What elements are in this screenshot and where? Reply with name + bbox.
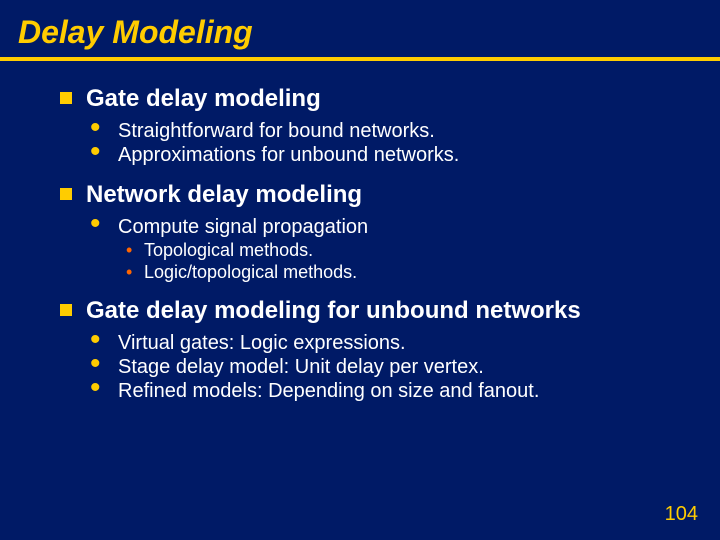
bullet-l2: Compute signal propagation <box>60 215 680 239</box>
bullet-l2-text: Stage delay model: Unit delay per vertex… <box>118 356 484 378</box>
bullet-l2: Stage delay model: Unit delay per vertex… <box>60 355 680 379</box>
bullet-l2-text: Straightforward for bound networks. <box>118 120 435 142</box>
spacer <box>60 283 680 297</box>
bullet-l1-text: Network delay modeling <box>86 181 362 208</box>
bullet-l1: Network delay modeling <box>60 181 680 209</box>
bullet-l3: Logic/topological methods. <box>60 261 680 283</box>
bullet-l3: Topological methods. <box>60 239 680 261</box>
bullet-l3-text: Logic/topological methods. <box>144 262 357 282</box>
spacer <box>60 167 680 181</box>
bullet-l2-text: Compute signal propagation <box>118 216 368 238</box>
bullet-l1: Gate delay modeling <box>60 85 680 113</box>
slide-title: Delay Modeling <box>0 0 720 57</box>
bullet-l3-text: Topological methods. <box>144 240 313 260</box>
bullet-l2: Refined models: Depending on size and fa… <box>60 379 680 403</box>
bullet-l1-text: Gate delay modeling for unbound networks <box>86 297 581 324</box>
bullet-l2: Straightforward for bound networks. <box>60 119 680 143</box>
bullet-l1-text: Gate delay modeling <box>86 85 321 112</box>
bullet-l2-text: Refined models: Depending on size and fa… <box>118 380 539 402</box>
slide-content: Gate delay modeling Straightforward for … <box>0 61 720 403</box>
bullet-l2-text: Virtual gates: Logic expressions. <box>118 332 406 354</box>
bullet-l2: Approximations for unbound networks. <box>60 143 680 167</box>
bullet-l2: Virtual gates: Logic expressions. <box>60 331 680 355</box>
bullet-l1: Gate delay modeling for unbound networks <box>60 297 680 325</box>
page-number: 104 <box>665 503 698 526</box>
bullet-l2-text: Approximations for unbound networks. <box>118 144 459 166</box>
slide: Delay Modeling Gate delay modeling Strai… <box>0 0 720 540</box>
